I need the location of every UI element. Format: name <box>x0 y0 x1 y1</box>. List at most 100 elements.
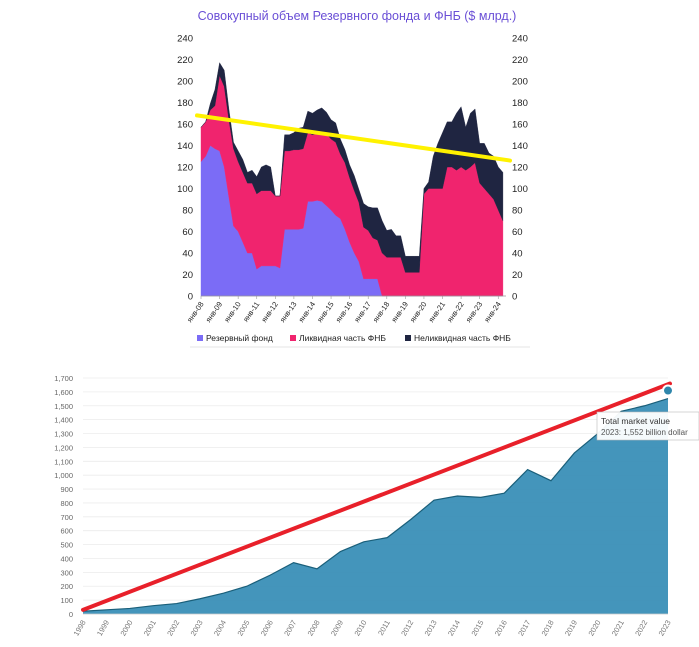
bottom-x-tick-label: 2019 <box>563 619 579 638</box>
right-y-tick-label: 180 <box>512 98 528 109</box>
legend-item-reserve: Резервный фонд <box>197 333 273 343</box>
top-chart: Совокупный объем Резервного фонда и ФНБ … <box>177 9 530 348</box>
bottom-x-tick-label: 1998 <box>72 619 88 638</box>
bottom-y-tick-label: 700 <box>60 513 73 522</box>
bottom-x-tick-label: 1999 <box>95 619 111 638</box>
left-y-tick-label: 180 <box>177 98 193 109</box>
left-y-tick-label: 220 <box>177 55 193 66</box>
bottom-x-tick-label: 2006 <box>259 619 275 638</box>
legend-label-reserve: Резервный фонд <box>206 333 273 343</box>
left-y-tick-label: 200 <box>177 77 193 88</box>
bottom-x-tick-label: 2005 <box>235 619 251 638</box>
bottom-y-tick-label: 1,600 <box>54 388 73 397</box>
right-y-tick-label: 80 <box>512 206 523 217</box>
tooltip-box <box>596 411 699 441</box>
top-x-tick-label: янв-09 <box>204 300 225 324</box>
legend-swatch-liquid <box>290 335 296 341</box>
bottom-x-tick-label: 2004 <box>212 619 228 638</box>
right-y-tick-label: 220 <box>512 55 528 66</box>
right-y-tick-label: 40 <box>512 249 523 260</box>
bottom-y-tick-label: 500 <box>60 541 73 550</box>
left-y-tick-label: 40 <box>182 249 193 260</box>
right-y-tick-label: 20 <box>512 270 523 281</box>
bottom-y-tick-label: 900 <box>60 485 73 494</box>
bottom-x-tick-label: 2008 <box>306 619 322 638</box>
top-plot-area <box>200 62 504 297</box>
right-y-tick-label: 120 <box>512 163 528 174</box>
right-y-tick-label: 240 <box>512 34 528 45</box>
bottom-series-line <box>82 397 669 612</box>
top-x-tick-label: янв-17 <box>352 300 373 324</box>
top-x-tick-label: янв-22 <box>445 300 466 324</box>
left-y-tick-label: 120 <box>177 163 193 174</box>
highlight-point-marker <box>662 384 674 397</box>
top-legend: Резервный фонд Ликвидная часть ФНБ Нелик… <box>197 333 511 343</box>
left-y-tick-label: 140 <box>177 141 193 152</box>
legend-item-illiquid: Неликвидная часть ФНБ <box>405 333 511 343</box>
right-y-tick-label: 160 <box>512 120 528 131</box>
legend-swatch-illiquid <box>405 335 411 341</box>
bottom-x-tick-label: 2007 <box>282 619 298 638</box>
top-chart-title: Совокупный объем Резервного фонда и ФНБ … <box>198 9 517 23</box>
bottom-x-tick-label: 2020 <box>586 619 602 638</box>
top-x-tick-label: янв-10 <box>222 300 243 324</box>
bottom-area-series <box>83 398 668 614</box>
left-y-tick-label: 20 <box>182 270 193 281</box>
top-x-tick-label: янв-12 <box>259 300 280 324</box>
left-y-tick-label: 60 <box>182 227 193 238</box>
bottom-y-tick-label: 400 <box>60 554 73 563</box>
bottom-y-tick-label: 800 <box>60 499 73 508</box>
bottom-y-tick-label: 1,500 <box>54 402 73 411</box>
bottom-x-tick-label: 2012 <box>399 619 415 638</box>
tooltip-value: 2023: 1,552 billion dollar <box>601 428 688 437</box>
bottom-y-tick-label: 0 <box>69 610 73 619</box>
bottom-y-tick-label: 1,700 <box>54 374 73 383</box>
top-x-tick-label: янв-15 <box>315 300 336 324</box>
legend-item-liquid: Ликвидная часть ФНБ <box>290 333 386 343</box>
right-y-tick-label: 0 <box>512 292 517 303</box>
bottom-x-tick-label: 2011 <box>376 619 392 637</box>
top-right-axis: 0 20 40 60 80 100 120 140 160 180 200 220 240 <box>512 34 528 303</box>
top-x-tick-label: янв-20 <box>408 300 429 324</box>
bottom-x-tick-label: 2023 <box>657 619 673 638</box>
bottom-x-tick-label: 2003 <box>189 619 205 638</box>
left-y-tick-label: 0 <box>188 292 193 303</box>
bottom-x-tick-label: 2016 <box>493 619 509 638</box>
top-trend-line <box>195 113 512 163</box>
legend-swatch-reserve <box>197 335 203 341</box>
bottom-y-tick-label: 1,300 <box>54 430 73 439</box>
bottom-trend-line <box>81 381 672 612</box>
top-x-tick-label: янв-23 <box>464 300 485 324</box>
bottom-x-tick-label: 2000 <box>118 619 134 638</box>
tooltip-title: Total market value <box>601 416 670 426</box>
top-x-tick-label: янв-14 <box>297 300 318 324</box>
bottom-x-tick-label: 2001 <box>142 619 158 638</box>
top-x-tick-label: янв-16 <box>334 300 355 324</box>
area-illiquid-fnb <box>200 62 504 273</box>
top-x-tick-label: янв-21 <box>427 300 448 324</box>
right-y-tick-label: 60 <box>512 227 523 238</box>
top-x-axis: янв-08янв-09янв-10янв-11янв-12янв-13янв-… <box>185 296 503 324</box>
top-x-tick-label: янв-24 <box>482 300 503 324</box>
right-y-tick-label: 100 <box>512 184 528 195</box>
bottom-y-tick-label: 1,000 <box>54 471 73 480</box>
bottom-y-tick-label: 1,100 <box>54 457 73 466</box>
tooltip: Total market value 2023: 1,552 billion d… <box>596 384 699 441</box>
top-x-tick-label: янв-08 <box>185 300 206 324</box>
bottom-y-tick-label: 300 <box>60 568 73 577</box>
bottom-x-tick-label: 2015 <box>469 619 485 638</box>
bottom-y-tick-label: 600 <box>60 527 73 536</box>
bottom-x-tick-label: 2017 <box>516 619 532 638</box>
bottom-x-tick-label: 2010 <box>352 619 368 638</box>
left-y-tick-label: 80 <box>182 206 193 217</box>
top-x-tick-label: янв-13 <box>278 300 299 324</box>
top-left-axis: 0 20 40 60 80 100 120 140 160 180 200 220 240 <box>177 34 193 303</box>
right-y-tick-label: 140 <box>512 141 528 152</box>
right-y-tick-label: 200 <box>512 77 528 88</box>
left-y-tick-label: 100 <box>177 184 193 195</box>
bottom-x-tick-label: 2013 <box>423 619 439 638</box>
bottom-x-tick-label: 2018 <box>540 619 556 638</box>
bottom-x-tick-label: 2021 <box>610 619 626 638</box>
top-x-tick-label: янв-19 <box>389 300 410 324</box>
